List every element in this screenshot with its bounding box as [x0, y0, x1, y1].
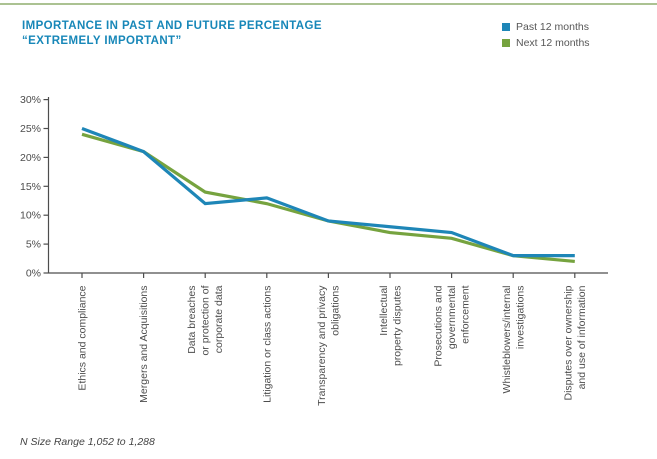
- category-label: Prosecutions and: [433, 285, 445, 366]
- legend-label-next: Next 12 months: [516, 37, 590, 49]
- category-label: Whistleblowers/internal: [501, 286, 513, 394]
- legend-item-next-12-months: Next 12 months: [502, 37, 590, 49]
- category-label: Ethics and compliance: [77, 285, 89, 390]
- chart-title-line2: “EXTREMELY IMPORTANT”: [22, 35, 182, 47]
- category-label: Data breaches: [186, 286, 198, 354]
- chart-title-line1: IMPORTANCE IN PAST AND FUTURE PERCENTAGE: [22, 20, 322, 32]
- y-tick-label: 0%: [26, 268, 41, 280]
- legend-swatch-past-icon: [502, 23, 510, 31]
- chart-title: IMPORTANCE IN PAST AND FUTURE PERCENTAGE…: [22, 19, 322, 49]
- category-label: Litigation or class actions: [261, 286, 273, 403]
- series-line-next-12-months: [81, 132, 575, 264]
- category-label: Transparency and privacy: [316, 285, 328, 406]
- category-label: governmental: [446, 286, 458, 350]
- y-tick-label: 20%: [20, 152, 41, 164]
- series-line-past-12-months: [81, 127, 575, 258]
- top-border-rule: [0, 3, 657, 5]
- chart-legend: Past 12 months Next 12 months: [502, 21, 590, 53]
- y-tick-label: 5%: [26, 239, 41, 251]
- category-label: corporate data: [213, 285, 225, 353]
- category-label: property disputes: [391, 286, 403, 367]
- category-label: Disputes over ownership: [563, 285, 575, 400]
- category-label: Mergers and Acquisitions: [138, 286, 150, 403]
- y-tick-label: 10%: [20, 210, 41, 222]
- category-label: investigations: [514, 286, 526, 350]
- legend-item-past-12-months: Past 12 months: [502, 21, 590, 33]
- category-label: Intellectual: [378, 286, 390, 336]
- category-label: obligations: [330, 286, 342, 336]
- category-label: and use of information: [576, 285, 588, 389]
- legend-swatch-next-icon: [502, 39, 510, 47]
- legend-label-past: Past 12 months: [516, 21, 589, 33]
- y-tick-label: 30%: [20, 94, 41, 106]
- n-size-note: N Size Range 1,052 to 1,288: [20, 436, 155, 448]
- y-tick-label: 15%: [20, 181, 41, 193]
- y-tick-label: 25%: [20, 123, 41, 135]
- category-label: enforcement: [460, 285, 472, 343]
- category-label: or protection of: [200, 285, 212, 355]
